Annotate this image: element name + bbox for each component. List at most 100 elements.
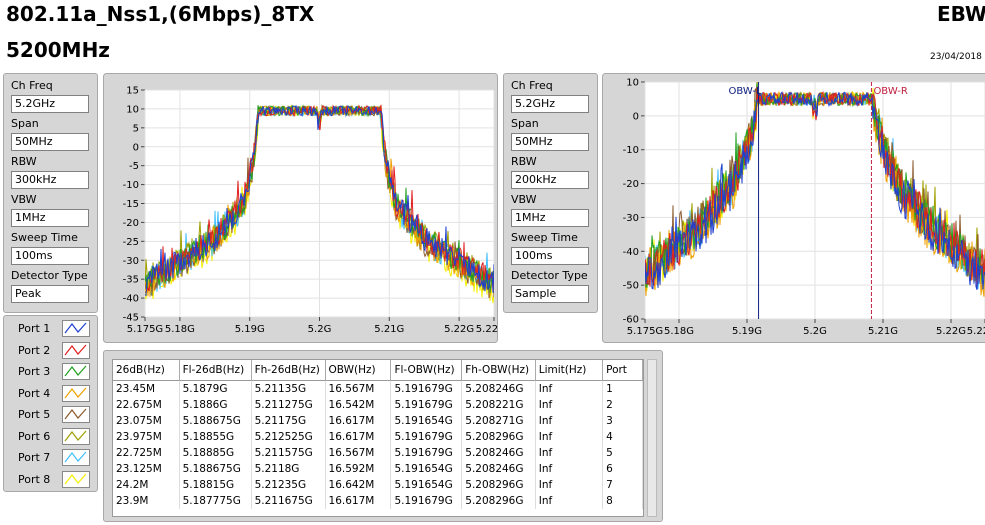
table-cell: Inf (535, 429, 604, 445)
table-cell: 5.191654G (390, 413, 463, 429)
table-cell: 4 (602, 429, 643, 445)
port-icon (62, 320, 90, 337)
table-cell: Inf (535, 397, 604, 413)
setting-value[interactable]: Peak (11, 285, 89, 303)
y-tick-label: -10 (623, 145, 639, 156)
settings-panel: Ch Freq 5.2GHz Span 50MHz RBW 200kHz VBW 1MHz Sw… (503, 73, 598, 313)
icon-line (64, 365, 87, 377)
setting-value[interactable]: 200kHz (511, 171, 589, 189)
table-cell: 22.675M (113, 397, 180, 413)
y-tick-label: -20 (123, 218, 139, 229)
table-cell: Inf (535, 445, 604, 461)
table-cell: 5.18885G (179, 445, 252, 461)
table-cell: 5.191654G (390, 477, 463, 493)
settings-panel: Ch Freq 5.2GHz Span 50MHz RBW 300kHz VBW 1MHz Sw… (3, 73, 98, 313)
traces (145, 104, 494, 304)
setting-label: Sweep Time (11, 231, 78, 244)
setting-value[interactable]: 50MHz (511, 133, 589, 151)
port-icon (62, 363, 90, 380)
y-tick-label: -5 (129, 161, 139, 172)
table-cell: 5.191679G (390, 397, 463, 413)
table-cell: 16.617M (325, 493, 392, 509)
column-header: OBW(Hz) (325, 360, 392, 381)
table-cell: 5.211675G (251, 493, 326, 509)
port-label: Port 5 (18, 408, 51, 421)
table-cell: 5.2118G (251, 461, 326, 477)
y-tick-label: 0 (133, 142, 139, 153)
x-tick-label: 5.22G (444, 324, 474, 335)
table-cell: 16.642M (325, 477, 392, 493)
table: 26dB(Hz) Fl-26dB(Hz) Fh-26dB(Hz) OBW(Hz) Fl-… (113, 360, 643, 509)
table-cell: 22.725M (113, 445, 180, 461)
marker-label: OBW-R (873, 86, 907, 97)
table-row: 22.675M 5.1886G 5.211275G 16.542M 5.191679G 5… (113, 397, 643, 413)
trace (645, 91, 985, 291)
setting-value[interactable]: 1MHz (11, 209, 89, 227)
table-row: 23.075M 5.188675G 5.21175G 16.617M 5.191654G… (113, 413, 643, 429)
column-header: Port (602, 360, 643, 381)
table-cell: 23.45M (113, 380, 180, 397)
icon-line (64, 408, 87, 420)
x-tick-label: 5.2G (803, 326, 827, 337)
table-cell: 23.9M (113, 493, 180, 509)
setting-value[interactable]: 1MHz (511, 209, 589, 227)
icon-line (64, 322, 87, 334)
table-cell: 5.1879G (179, 380, 252, 397)
x-tick-label: 5.19G (732, 326, 762, 337)
x-tick-label: 5.175G (627, 326, 663, 337)
setting-value[interactable]: Sample (511, 285, 589, 303)
y-tick-label: 10 (126, 104, 139, 115)
y-tick-label: -20 (623, 179, 639, 190)
x-tick-label: 5.19G (235, 324, 265, 335)
x-tick-label: 5.22G (936, 326, 966, 337)
y-tick-label: -50 (623, 281, 639, 292)
setting-value[interactable]: 100ms (511, 247, 589, 265)
icon-line (64, 430, 87, 441)
table-cell: 5.208296G (461, 493, 536, 509)
table-cell: 23.125M (113, 461, 180, 477)
setting-label: RBW (11, 155, 37, 168)
setting-value[interactable]: 100ms (11, 247, 89, 265)
table-cell: 5.208246G (461, 380, 536, 397)
y-tick-label: -10 (123, 180, 139, 191)
setting-value[interactable]: 50MHz (11, 133, 89, 151)
y-tick-label: -40 (123, 294, 139, 305)
column-header: Fh-OBW(Hz) (461, 360, 536, 381)
port-icon (62, 406, 90, 423)
table-cell: 5.208296G (461, 429, 536, 445)
setting-value[interactable]: 300kHz (11, 171, 89, 189)
y-tick-label: -45 (123, 313, 139, 324)
setting-value[interactable]: 5.2GHz (11, 95, 89, 113)
graph: 10 0 -10 -20 -30 -40 -50 -605.175G 5.18G 5.19G 5.2… (602, 73, 985, 343)
table-cell: 5.1886G (179, 397, 252, 413)
table-cell: Inf (535, 493, 604, 509)
y-tick-label: 5 (133, 123, 139, 134)
x-tick-label: 5.175G (127, 324, 163, 335)
column-header: Fh-26dB(Hz) (251, 360, 326, 381)
table-cell: 5.18855G (179, 429, 252, 445)
setting-value[interactable]: 5.2GHz (511, 95, 589, 113)
table-cell: 5.188675G (179, 413, 252, 429)
table-cell: 5.208246G (461, 445, 536, 461)
table-cell: 24.2M (113, 477, 180, 493)
x-tick-label: 5.18G (664, 326, 694, 337)
x-tick-label: 5.225G (476, 324, 498, 335)
y-tick-label: -25 (123, 237, 139, 248)
column-header: Limit(Hz) (535, 360, 604, 381)
y-tick-label: 10 (626, 78, 639, 89)
y-tick-label: -15 (123, 199, 139, 210)
scrollbar[interactable] (647, 359, 657, 517)
traces (645, 82, 985, 297)
port-label: Port 1 (18, 322, 51, 335)
port-label: Port 7 (18, 451, 51, 464)
table-cell: Inf (535, 477, 604, 493)
table-cell: Inf (535, 413, 604, 429)
setting-label: Ch Freq (11, 79, 53, 92)
table-cell: 16.592M (325, 461, 392, 477)
results-table-frame: 26dB(Hz) Fl-26dB(Hz) Fh-26dB(Hz) OBW(Hz) Fl-… (103, 350, 663, 522)
column-header: Fl-OBW(Hz) (390, 360, 463, 381)
results-table: 26dB(Hz) Fl-26dB(Hz) Fh-26dB(Hz) OBW(Hz) Fl-… (112, 359, 644, 517)
table-cell: 16.617M (325, 413, 392, 429)
